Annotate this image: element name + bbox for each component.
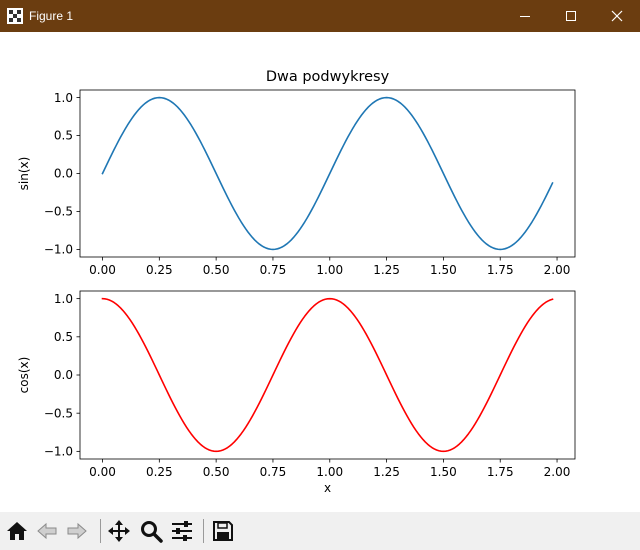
subplot-1-x-tick-label: 1.00 (316, 263, 343, 277)
subplot-1-x-tick-label: 1.50 (430, 263, 457, 277)
window-title: Figure 1 (29, 9, 74, 23)
subplot-1-y-tick-label: 0.5 (54, 129, 73, 143)
chart-title: Dwa podwykresy (266, 69, 390, 85)
subplot-1-x-tick-label: 2.00 (544, 263, 571, 277)
configure-subplots-button[interactable] (168, 517, 196, 545)
navigation-toolbar (0, 512, 640, 550)
minimize-icon (520, 16, 530, 17)
back-arrow-icon (37, 522, 57, 540)
subplot-1-axes: 0.00 0.25 0.50 0.75 1.00 1.25 1.50 1.75 2.00 −1.0… (17, 69, 576, 277)
subplot-1-y-tick-label: −0.5 (44, 205, 73, 219)
subplot-1-x-tick-label: 0.50 (203, 263, 230, 277)
subplot-1-y-tick-label: 1.0 (54, 91, 73, 105)
subplot-1-y-tick-label: −1.0 (44, 243, 73, 257)
home-button[interactable] (3, 517, 31, 545)
back-button[interactable] (33, 517, 61, 545)
subplot-2-x-tick-label: 1.75 (487, 465, 514, 479)
subplot-2-x-tick-label: 1.25 (373, 465, 400, 479)
subplot-2-y-tick-label: −1.0 (44, 445, 73, 459)
subplot-2-x-axis-label: x (324, 481, 331, 495)
close-button[interactable] (594, 0, 640, 32)
matplotlib-figure-icon (7, 8, 23, 24)
window-titlebar[interactable]: Figure 1 (0, 0, 640, 32)
pan-button[interactable] (105, 517, 133, 545)
subplot-1-x-tick-label: 0.75 (260, 263, 287, 277)
figure-svg[interactable]: 0.00 0.25 0.50 0.75 1.00 1.25 1.50 1.75 2.00 −1.0… (0, 32, 640, 512)
subplot-2-y-tick-label: 0.5 (54, 330, 73, 344)
maximize-icon (566, 11, 576, 21)
subplot-1-x-tick-label: 1.75 (487, 263, 514, 277)
subplot-1-series-line-1 (101, 96, 554, 251)
floppy-disk-icon (213, 521, 233, 541)
save-button[interactable] (209, 517, 237, 545)
subplot-1-x-tick-label: 0.25 (146, 263, 173, 277)
figure-canvas[interactable]: 0.00 0.25 0.50 0.75 1.00 1.25 1.50 1.75 2.00 −1.0… (0, 32, 640, 512)
subplot-2-axes: 0.00 0.25 0.50 0.75 1.00 1.25 1.50 1.75 2.00 −1.0… (17, 290, 576, 495)
subplot-2-y-axis-label: cos(x) (17, 357, 31, 394)
subplot-2-y-tick-label: −0.5 (44, 406, 73, 420)
subplot-2-series-line-1 (101, 297, 554, 453)
subplot-2-x-tick-label: 2.00 (544, 465, 571, 479)
zoom-button[interactable] (137, 517, 165, 545)
subplot-1-y-axis-label: sin(x) (17, 157, 31, 191)
subplot-1-y-tick-label: 0.0 (54, 167, 73, 181)
forward-arrow-icon (67, 522, 87, 540)
home-icon (7, 522, 27, 540)
subplot-2-y-tick-label: 1.0 (54, 292, 73, 306)
toolbar-separator (100, 519, 101, 543)
subplot-2-x-tick-label: 1.00 (316, 465, 343, 479)
subplot-2-y-tick-label: 0.0 (54, 368, 73, 382)
maximize-button[interactable] (548, 0, 594, 32)
subplot-2-x-tick-label: 1.50 (430, 465, 457, 479)
subplot-2-x-tick-label: 0.50 (203, 465, 230, 479)
subplot-2-x-tick-label: 0.25 (146, 465, 173, 479)
move-arrows-icon (108, 520, 130, 542)
subplot-1-x-tick-label: 0.00 (89, 263, 116, 277)
subplot-1-axes-frame (79, 89, 576, 258)
forward-button[interactable] (63, 517, 91, 545)
minimize-button[interactable] (502, 0, 548, 32)
magnifier-icon (141, 521, 163, 543)
subplot-1-x-tick-label: 1.25 (373, 263, 400, 277)
subplot-2-x-tick-label: 0.75 (260, 465, 287, 479)
sliders-icon (172, 521, 192, 541)
close-icon (611, 10, 623, 22)
subplot-2-x-tick-label: 0.00 (89, 465, 116, 479)
toolbar-separator (203, 519, 204, 543)
